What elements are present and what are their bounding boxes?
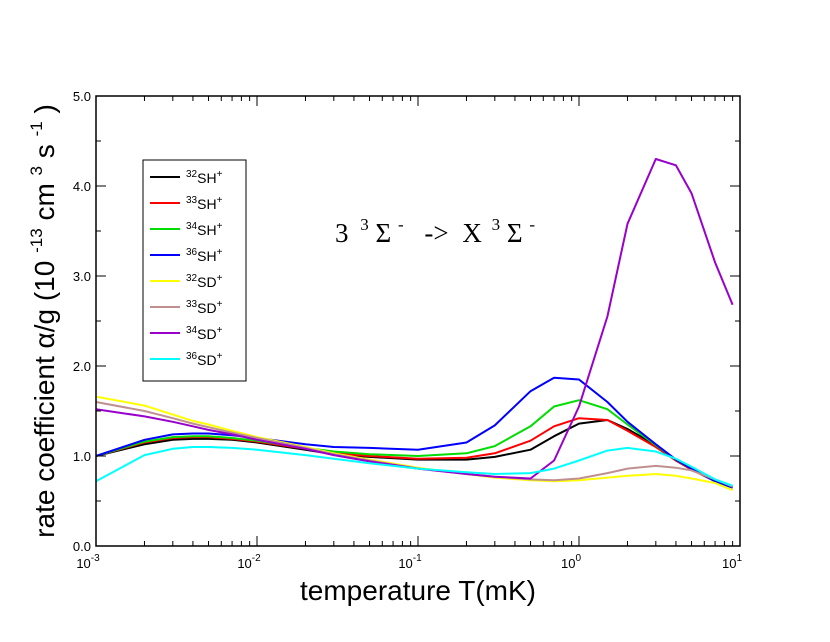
legend-charge: +: [217, 299, 223, 310]
x-tick-base: 10: [76, 556, 90, 571]
annot-rhs-sup: 3: [492, 215, 501, 234]
x-tick-base: 10: [561, 556, 575, 571]
series-layer: [95, 158, 734, 492]
legend-molecule: SD: [197, 300, 216, 316]
y-axis-title: rate coefficient α/g (10 -13 cm 3 s -1 ): [17, 104, 60, 538]
y-axis-title-unit2: s: [29, 144, 60, 158]
annot-arrow: ->: [424, 218, 448, 248]
y-axis-title-close: ): [29, 104, 60, 113]
annot-rhs-prefix: X: [462, 218, 482, 248]
legend: 32SH+33SH+34SH+36SH+32SD+33SD+34SD+36SD+: [150, 169, 223, 368]
y-tick-label: 5.0: [73, 89, 91, 104]
y-axis-title-main: rate coefficient α/g (10: [29, 261, 60, 538]
y-tick-label: 4.0: [73, 179, 91, 194]
legend-label: 34SH+: [186, 221, 223, 238]
x-tick-label: 10-1: [398, 553, 422, 571]
x-tick-exponent: -2: [252, 553, 261, 564]
legend-molecule: SH: [197, 170, 216, 186]
legend-isotope: 32: [186, 273, 198, 284]
legend-isotope: 34: [186, 325, 198, 336]
x-tick-label: 100: [561, 553, 581, 571]
legend-charge: +: [217, 247, 223, 258]
legend-molecule: SH: [197, 222, 216, 238]
legend-label: 36SD+: [186, 351, 223, 368]
y-tick-label: 0.0: [73, 539, 91, 554]
x-tick-exponent: 0: [575, 553, 581, 564]
legend-label: 36SH+: [186, 247, 223, 264]
x-tick-label: 10-2: [237, 553, 261, 571]
legend-isotope: 36: [186, 247, 198, 258]
legend-isotope: 34: [186, 221, 198, 232]
x-tick-label: 101: [722, 553, 742, 571]
x-tick-base: 10: [398, 556, 412, 571]
legend-label: 32SH+: [186, 169, 223, 186]
legend-charge: +: [217, 169, 223, 180]
legend-charge: +: [217, 221, 223, 232]
legend-label: 33SD+: [186, 299, 223, 316]
legend-label: 34SD+: [186, 325, 223, 342]
annot-lhs-sup: 3: [360, 215, 369, 234]
y-tick-label: 2.0: [73, 359, 91, 374]
annot-lhs-sym-sup: -: [398, 215, 404, 234]
legend-charge: +: [217, 325, 223, 336]
y-axis-title-exp1: -13: [27, 228, 46, 253]
x-tick-base: 10: [722, 556, 736, 571]
x-tick-base: 10: [237, 556, 251, 571]
x-tick-exponent: -3: [91, 553, 100, 564]
transition-annotation: 3 3 Σ - -> X 3 Σ -: [335, 206, 535, 248]
legend-charge: +: [217, 195, 223, 206]
legend-box: [142, 159, 247, 382]
legend-charge: +: [217, 273, 223, 284]
x-tick-label: 10-3: [76, 553, 100, 571]
x-tick-exponent: 1: [736, 553, 742, 564]
legend-molecule: SH: [197, 248, 216, 264]
annot-rhs-sym: Σ: [507, 218, 523, 248]
series-line-34sd: [95, 158, 734, 480]
legend-isotope: 36: [186, 351, 198, 362]
series-line-36sd: [95, 446, 733, 487]
legend-molecule: SD: [197, 326, 216, 342]
y-axis-title-exp3: -1: [27, 121, 46, 136]
legend-charge: +: [217, 351, 223, 362]
series-line-36sh: [95, 376, 733, 489]
y-tick-label: 1.0: [73, 449, 91, 464]
y-axis-title-exp2: 3: [27, 166, 46, 175]
legend-isotope: 32: [186, 169, 198, 180]
legend-molecule: SD: [197, 274, 216, 290]
legend-isotope: 33: [186, 299, 198, 310]
legend-label: 33SH+: [186, 195, 223, 212]
legend-isotope: 33: [186, 195, 198, 206]
x-axis-title: temperature T(mK): [300, 575, 536, 606]
x-tick-exponent: -1: [413, 553, 422, 564]
legend-molecule: SD: [197, 352, 216, 368]
legend-label: 32SD+: [186, 273, 223, 290]
annot-rhs-sym-sup: -: [529, 215, 535, 234]
legend-molecule: SH: [197, 196, 216, 212]
annot-lhs-sym: Σ: [376, 218, 392, 248]
y-axis-title-unit1: cm: [29, 183, 60, 220]
annot-lhs-prefix: 3: [335, 218, 349, 248]
y-tick-label: 3.0: [73, 269, 91, 284]
